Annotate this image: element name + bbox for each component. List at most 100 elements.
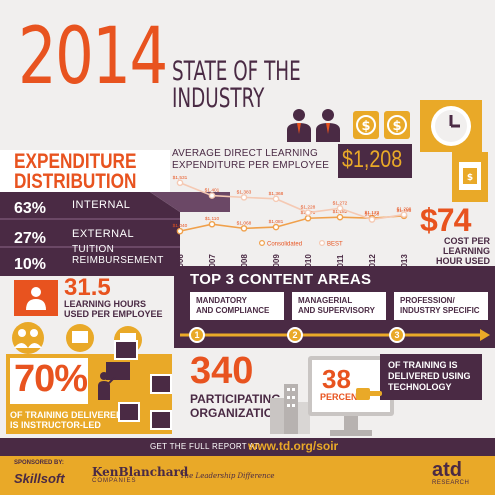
x-tick-label: 2008 (240, 254, 249, 272)
building-icon (270, 378, 310, 434)
audio-icon (150, 374, 172, 394)
page-title: STATE OF THE INDUSTRY (172, 56, 301, 114)
content-areas-title: TOP 3 CONTENT AREAS (190, 271, 372, 288)
technology-line1: OF TRAINING IS (388, 360, 458, 370)
data-label: $1,172 (365, 210, 380, 216)
legend-marker (319, 239, 326, 246)
data-point (272, 195, 280, 203)
expenditure-row: 27% EXTERNAL (0, 224, 180, 250)
highlight-value: $1,208 (342, 146, 403, 173)
sponsored-by-label: SPONSORED BY: (14, 460, 64, 466)
legend-marker (258, 239, 265, 246)
data-point (240, 194, 248, 201)
kenblanchard-tagline: The Leadership Difference (180, 472, 275, 480)
content-areas-timeline (180, 326, 490, 344)
data-point (336, 204, 344, 212)
atd-logo-sub: RESEARCH (432, 480, 470, 486)
series-line-best (179, 182, 405, 221)
content-area-line2: AND SUPERVISORY (298, 306, 375, 315)
data-label: $1,272 (333, 200, 348, 206)
data-point (176, 227, 184, 235)
svg-text:$: $ (467, 173, 473, 183)
content-area-number-text: 2 (292, 330, 298, 340)
cash-icon: $ (452, 152, 488, 202)
person-at-board-icon (96, 362, 130, 400)
learning-hours-line2: USED PER EMPLOYEE (64, 309, 163, 319)
organizations-line1: PARTICIPATING (190, 392, 281, 406)
pointing-hand-icon (356, 384, 382, 404)
report-prefix: GET THE FULL REPORT AT: (150, 442, 261, 451)
svg-text:$: $ (392, 119, 401, 134)
expenditure-label: EXTERNAL (72, 228, 135, 240)
year-title: 2014 (18, 12, 168, 102)
instructor-icons-band (0, 318, 180, 358)
instructor-led-value-box: 70% (10, 358, 88, 404)
data-label: $1,182 (333, 209, 348, 215)
content-area-line1: MANAGERIAL (298, 296, 353, 305)
x-tick-label: 2006 (176, 254, 185, 272)
data-label: $1,040 (173, 223, 188, 229)
data-label: $1,195 (397, 208, 412, 214)
expenditure-row: 10% TUITION REIMBURSEMENT (0, 244, 180, 276)
content-area-card: MANAGERIAL AND SUPERVISORY (292, 292, 386, 320)
instructor-led-line2: IS INSTRUCTOR-LED (10, 420, 101, 430)
atd-logo-text: atd (432, 459, 462, 481)
technology-value-box: 38 PERCENT (318, 364, 366, 404)
x-tick-label: 2007 (208, 254, 217, 272)
data-point (240, 225, 248, 232)
data-label: $1,068 (237, 220, 252, 226)
content-area-number-text: 3 (394, 330, 400, 340)
content-area-card: PROFESSION/ INDUSTRY SPECIFIC (394, 292, 488, 320)
data-point (368, 216, 376, 223)
content-area-number: 2 (287, 327, 303, 343)
kenblanchard-logo: KenBlanchard COMPANIES (92, 466, 188, 485)
data-point (400, 211, 408, 218)
x-tick-label: 2009 (272, 254, 281, 272)
organizations-line2: ORGANIZATIONS (190, 406, 290, 420)
organizations-value: 340 (190, 350, 254, 392)
data-point (208, 192, 216, 199)
cost-per-hour-line3: HOUR USED (435, 256, 490, 266)
expenditure-band (0, 190, 230, 276)
x-tick-label: 2012 (368, 254, 377, 272)
atd-logo: atd RESEARCH (432, 460, 469, 487)
x-tick-label: 2010 (304, 254, 313, 272)
expenditure-label: INTERNAL (72, 199, 131, 211)
line-chart: $1,040$1,110$1,068$1,081$1,171$1,182$1,1… (173, 175, 412, 272)
content-area-line2: AND COMPLIANCE (196, 306, 270, 315)
data-point (304, 214, 312, 222)
expenditure-label: REIMBURSEMENT (72, 255, 164, 266)
technology-unit: PERCENT (320, 392, 364, 402)
data-label: $1,208 (397, 207, 412, 213)
skillsoft-logo-text: Skillsoft (14, 471, 65, 486)
data-point (272, 223, 280, 231)
data-label: $1,228 (301, 205, 316, 211)
clock-icon (420, 100, 482, 152)
video-icon (114, 340, 138, 360)
technology-line2: DELIVERED USING (388, 371, 471, 381)
data-label: $1,401 (205, 188, 220, 194)
expenditure-title-band (0, 150, 170, 194)
chart-title: AVERAGE DIRECT LEARNING EXPENDITURE PER … (172, 148, 330, 171)
instructor-led-value: 70% (14, 358, 88, 400)
learner-icon (14, 280, 58, 316)
learning-hours-value: 31.5 (64, 274, 111, 301)
data-point (336, 213, 344, 221)
data-point (208, 220, 216, 228)
x-tick-label: 2011 (336, 254, 345, 272)
expenditure-pct: 63% (14, 200, 47, 217)
report-link[interactable]: www.td.org/soir (248, 439, 339, 453)
dollar-coin-icon: $ $ (352, 110, 412, 140)
data-label: $1,531 (173, 175, 188, 181)
x-tick-label: 2013 (400, 254, 409, 272)
kenblanchard-logo-name: KenBlanchard (92, 465, 189, 479)
data-label: $1,110 (205, 216, 220, 222)
data-point (176, 179, 184, 187)
report-band (0, 438, 495, 456)
legend-label: Consolidated (267, 242, 302, 248)
content-area-line2: INDUSTRY SPECIFIC (400, 306, 480, 315)
data-label: $1,158 (365, 212, 380, 218)
expenditure-label: TUITION (72, 244, 115, 255)
data-label: $1,081 (269, 219, 284, 225)
